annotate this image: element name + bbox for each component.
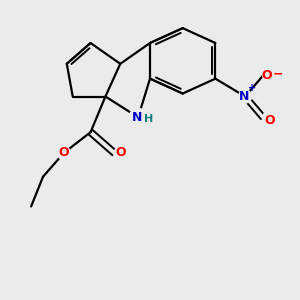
Text: O: O bbox=[264, 114, 275, 127]
Text: H: H bbox=[144, 114, 153, 124]
Circle shape bbox=[114, 146, 128, 160]
Text: −: − bbox=[273, 68, 284, 81]
Circle shape bbox=[263, 111, 276, 124]
Circle shape bbox=[129, 108, 147, 126]
Circle shape bbox=[57, 146, 70, 160]
Text: +: + bbox=[248, 83, 256, 93]
Text: N: N bbox=[238, 90, 249, 103]
Circle shape bbox=[263, 69, 276, 82]
Text: O: O bbox=[262, 69, 272, 82]
Circle shape bbox=[238, 90, 252, 103]
Text: O: O bbox=[58, 146, 69, 160]
Text: N: N bbox=[131, 111, 142, 124]
Text: O: O bbox=[116, 146, 126, 160]
